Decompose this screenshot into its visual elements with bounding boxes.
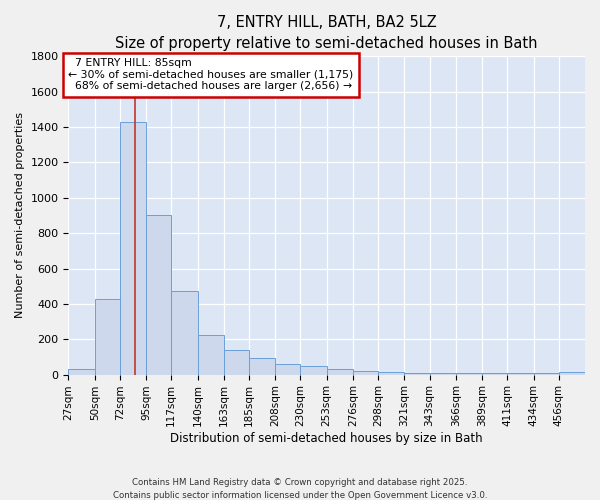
- Bar: [482, 373, 507, 374]
- Bar: [507, 373, 533, 374]
- Bar: [224, 350, 249, 374]
- Text: Contains HM Land Registry data © Crown copyright and database right 2025.
Contai: Contains HM Land Registry data © Crown c…: [113, 478, 487, 500]
- X-axis label: Distribution of semi-detached houses by size in Bath: Distribution of semi-detached houses by …: [170, 432, 483, 445]
- Bar: [456, 373, 482, 374]
- Bar: [120, 122, 146, 374]
- Bar: [171, 292, 197, 374]
- Bar: [249, 358, 275, 374]
- Title: 7, ENTRY HILL, BATH, BA2 5LZ
Size of property relative to semi-detached houses i: 7, ENTRY HILL, BATH, BA2 5LZ Size of pro…: [115, 15, 538, 51]
- Bar: [68, 370, 95, 374]
- Bar: [146, 216, 171, 374]
- Bar: [327, 369, 353, 374]
- Bar: [275, 364, 301, 374]
- Bar: [533, 373, 559, 374]
- Text: 7 ENTRY HILL: 85sqm
← 30% of semi-detached houses are smaller (1,175)
  68% of s: 7 ENTRY HILL: 85sqm ← 30% of semi-detach…: [68, 58, 353, 92]
- Y-axis label: Number of semi-detached properties: Number of semi-detached properties: [15, 112, 25, 318]
- Bar: [430, 373, 456, 374]
- Bar: [197, 335, 224, 374]
- Bar: [559, 372, 585, 374]
- Bar: [301, 366, 327, 374]
- Bar: [378, 372, 404, 374]
- Bar: [95, 298, 120, 374]
- Bar: [404, 373, 430, 374]
- Bar: [353, 371, 378, 374]
